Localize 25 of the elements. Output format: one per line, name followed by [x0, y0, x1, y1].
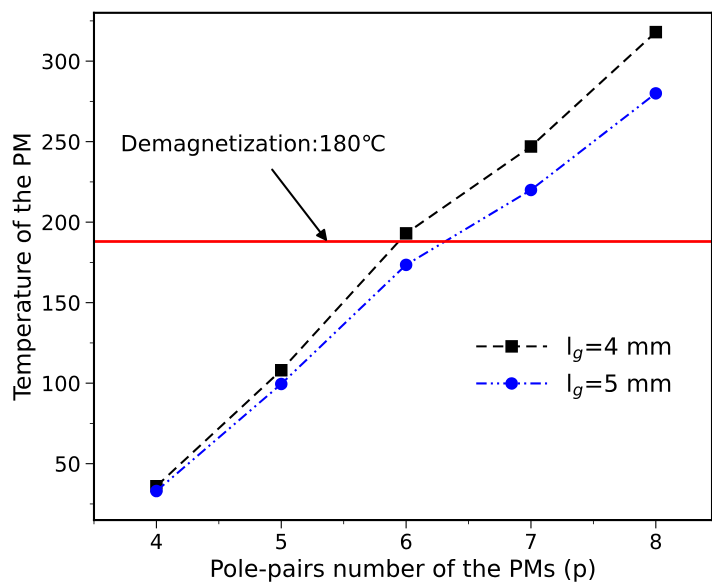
y-axis-title: Temperature of the PM [12, 134, 36, 401]
x-tick-label: 7 [526, 534, 536, 550]
y-tick-label: 200 [42, 214, 80, 230]
y-tick-label: 150 [43, 295, 80, 311]
point [150, 484, 163, 498]
x-tick-label: 5 [276, 534, 286, 550]
legend-label: l$_{g}$=4 mm [568, 336, 670, 362]
point [275, 364, 288, 377]
point [650, 87, 662, 100]
y-tick-label: 250 [42, 134, 80, 150]
annotation: Demagnetization:180℃ [122, 134, 384, 156]
point [524, 184, 538, 196]
point [524, 140, 538, 153]
x-axis-title: Pole-pairs number of the PMs (p) [212, 558, 594, 582]
x-tick-label: 6 [400, 534, 412, 550]
point [400, 258, 412, 272]
legend-label: l$_{g}$=5 mm [568, 374, 670, 400]
y-tick-label: 50 [56, 456, 80, 472]
point [400, 227, 412, 240]
y-tick-label: 100 [43, 376, 80, 392]
point [650, 26, 662, 38]
x-tick-label: 8 [650, 534, 662, 550]
point [275, 378, 288, 390]
x-tick-label: 4 [150, 534, 162, 550]
y-tick-label: 300 [42, 54, 80, 70]
